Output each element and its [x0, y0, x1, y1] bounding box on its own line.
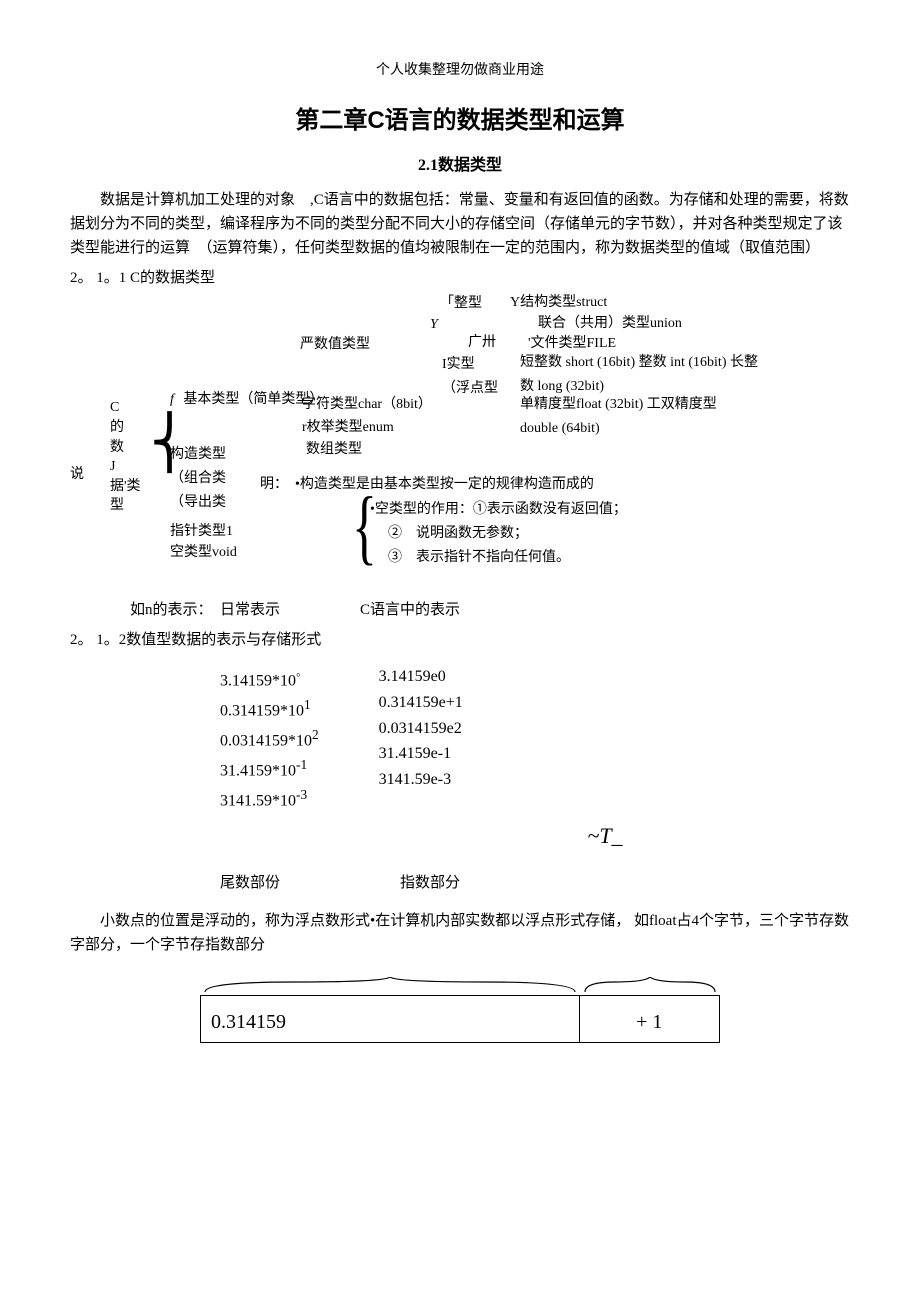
node-prefix: 说 — [70, 463, 84, 487]
type-hierarchy-diagram: 说 C的数J据'类型 f 基本类型（简单类型） 构造类型（组合类（导出类 指针类… — [70, 298, 850, 578]
pi-left-4: 3141.59*10-3 — [220, 784, 319, 814]
pi-representation-header: 如n的表示： 日常表示 C语言中的表示 — [130, 598, 850, 622]
node-basic: f 基本类型（简单类型） — [170, 388, 323, 412]
note-2: •空类型的作用：①表示函数没有返回值； — [370, 498, 627, 522]
note-3: ② 说明函数无参数； — [388, 522, 528, 546]
pi-right-2: 0.0314159e2 — [379, 716, 463, 742]
paragraph-intro: 数据是计算机加工处理的对象 ,C语言中的数据包括：常量、变量和有返回值的函数。为… — [70, 188, 850, 260]
node-root: C的数J据'类型 — [110, 398, 128, 516]
cell-mantissa: 0.314159 — [201, 996, 580, 1042]
pi-right-1: 0.314159e+1 — [379, 690, 463, 716]
note-4: ③ 表示指针不指向任何值。 — [388, 546, 570, 570]
pi-right-4: 3141.59e-3 — [379, 767, 463, 793]
pi-left-0: 3.14159*10◦ — [220, 664, 319, 694]
pi-left-1: 0.314159*101 — [220, 694, 319, 724]
brace-1: ⎨ — [150, 418, 189, 470]
brace-mantissa — [200, 977, 580, 995]
pi-right-3: 31.4159e-1 — [379, 741, 463, 767]
pi-representations: 3.14159*10◦ 0.314159*101 0.0314159*102 3… — [130, 664, 850, 814]
pi-left-3: 31.4159*10-1 — [220, 754, 319, 784]
storage-cells: 0.314159 + 1 — [200, 995, 720, 1043]
node-void: 空类型void — [170, 541, 237, 565]
subsection-2-1-1: 2。 1。1 C的数据类型 — [70, 266, 850, 290]
pi-header-left: 如n的表示： 日常表示 — [130, 598, 280, 622]
node-y: Y — [430, 313, 438, 337]
brace-exponent — [580, 977, 720, 995]
mantissa-exponent-labels: 尾数部份 指数部分 — [220, 871, 850, 895]
node-float-types: 单精度型float (32bit) 工双精度型double (64bit) — [520, 393, 740, 441]
chapter-title: 第二章C语言的数据类型和运算 — [70, 102, 850, 140]
cell-exponent: + 1 — [580, 996, 720, 1042]
f-italic: f — [170, 392, 174, 407]
node-numeric: 严数值类型 — [300, 333, 370, 357]
node-integer: 「整型 — [440, 292, 482, 316]
subsection-2-1-2: 2。 1。2数值型数据的表示与存储形式 — [70, 628, 850, 652]
node-char: 字符类型char（8bit） — [302, 393, 432, 417]
section-title: 2.1数据类型 — [70, 153, 850, 179]
pi-col-right: 3.14159e0 0.314159e+1 0.0314159e2 31.415… — [379, 664, 463, 814]
pi-header-right: C语言中的表示 — [360, 598, 460, 622]
exponent-label: 指数部分 — [400, 871, 460, 895]
pi-left-2: 0.0314159*102 — [220, 724, 319, 754]
node-array: 数组类型 — [306, 438, 362, 462]
pi-right-0: 3.14159e0 — [379, 664, 463, 690]
note-1: 明： •构造类型是由基本类型按一定的规律构造而成的 — [260, 473, 690, 497]
pi-col-left: 3.14159*10◦ 0.314159*101 0.0314159*102 3… — [220, 664, 319, 814]
float-storage-diagram: 0.314159 + 1 — [200, 977, 720, 1043]
header-note: 个人收集整理勿做商业用途 — [70, 60, 850, 82]
node-int-types: 短整数 short (16bit) 整数 int (16bit) 长整数 lon… — [520, 351, 770, 399]
node-guang: 广卅 — [468, 331, 496, 355]
node-real: I实型（浮点型 — [442, 353, 498, 401]
t-marker: ~T_ — [360, 818, 850, 853]
float-description: 小数点的位置是浮动的，称为浮点数形式•在计算机内部实数都以浮点形式存储， 如fl… — [70, 909, 850, 957]
mantissa-label: 尾数部份 — [220, 871, 280, 895]
node-enum: r枚举类型enum — [302, 416, 394, 440]
